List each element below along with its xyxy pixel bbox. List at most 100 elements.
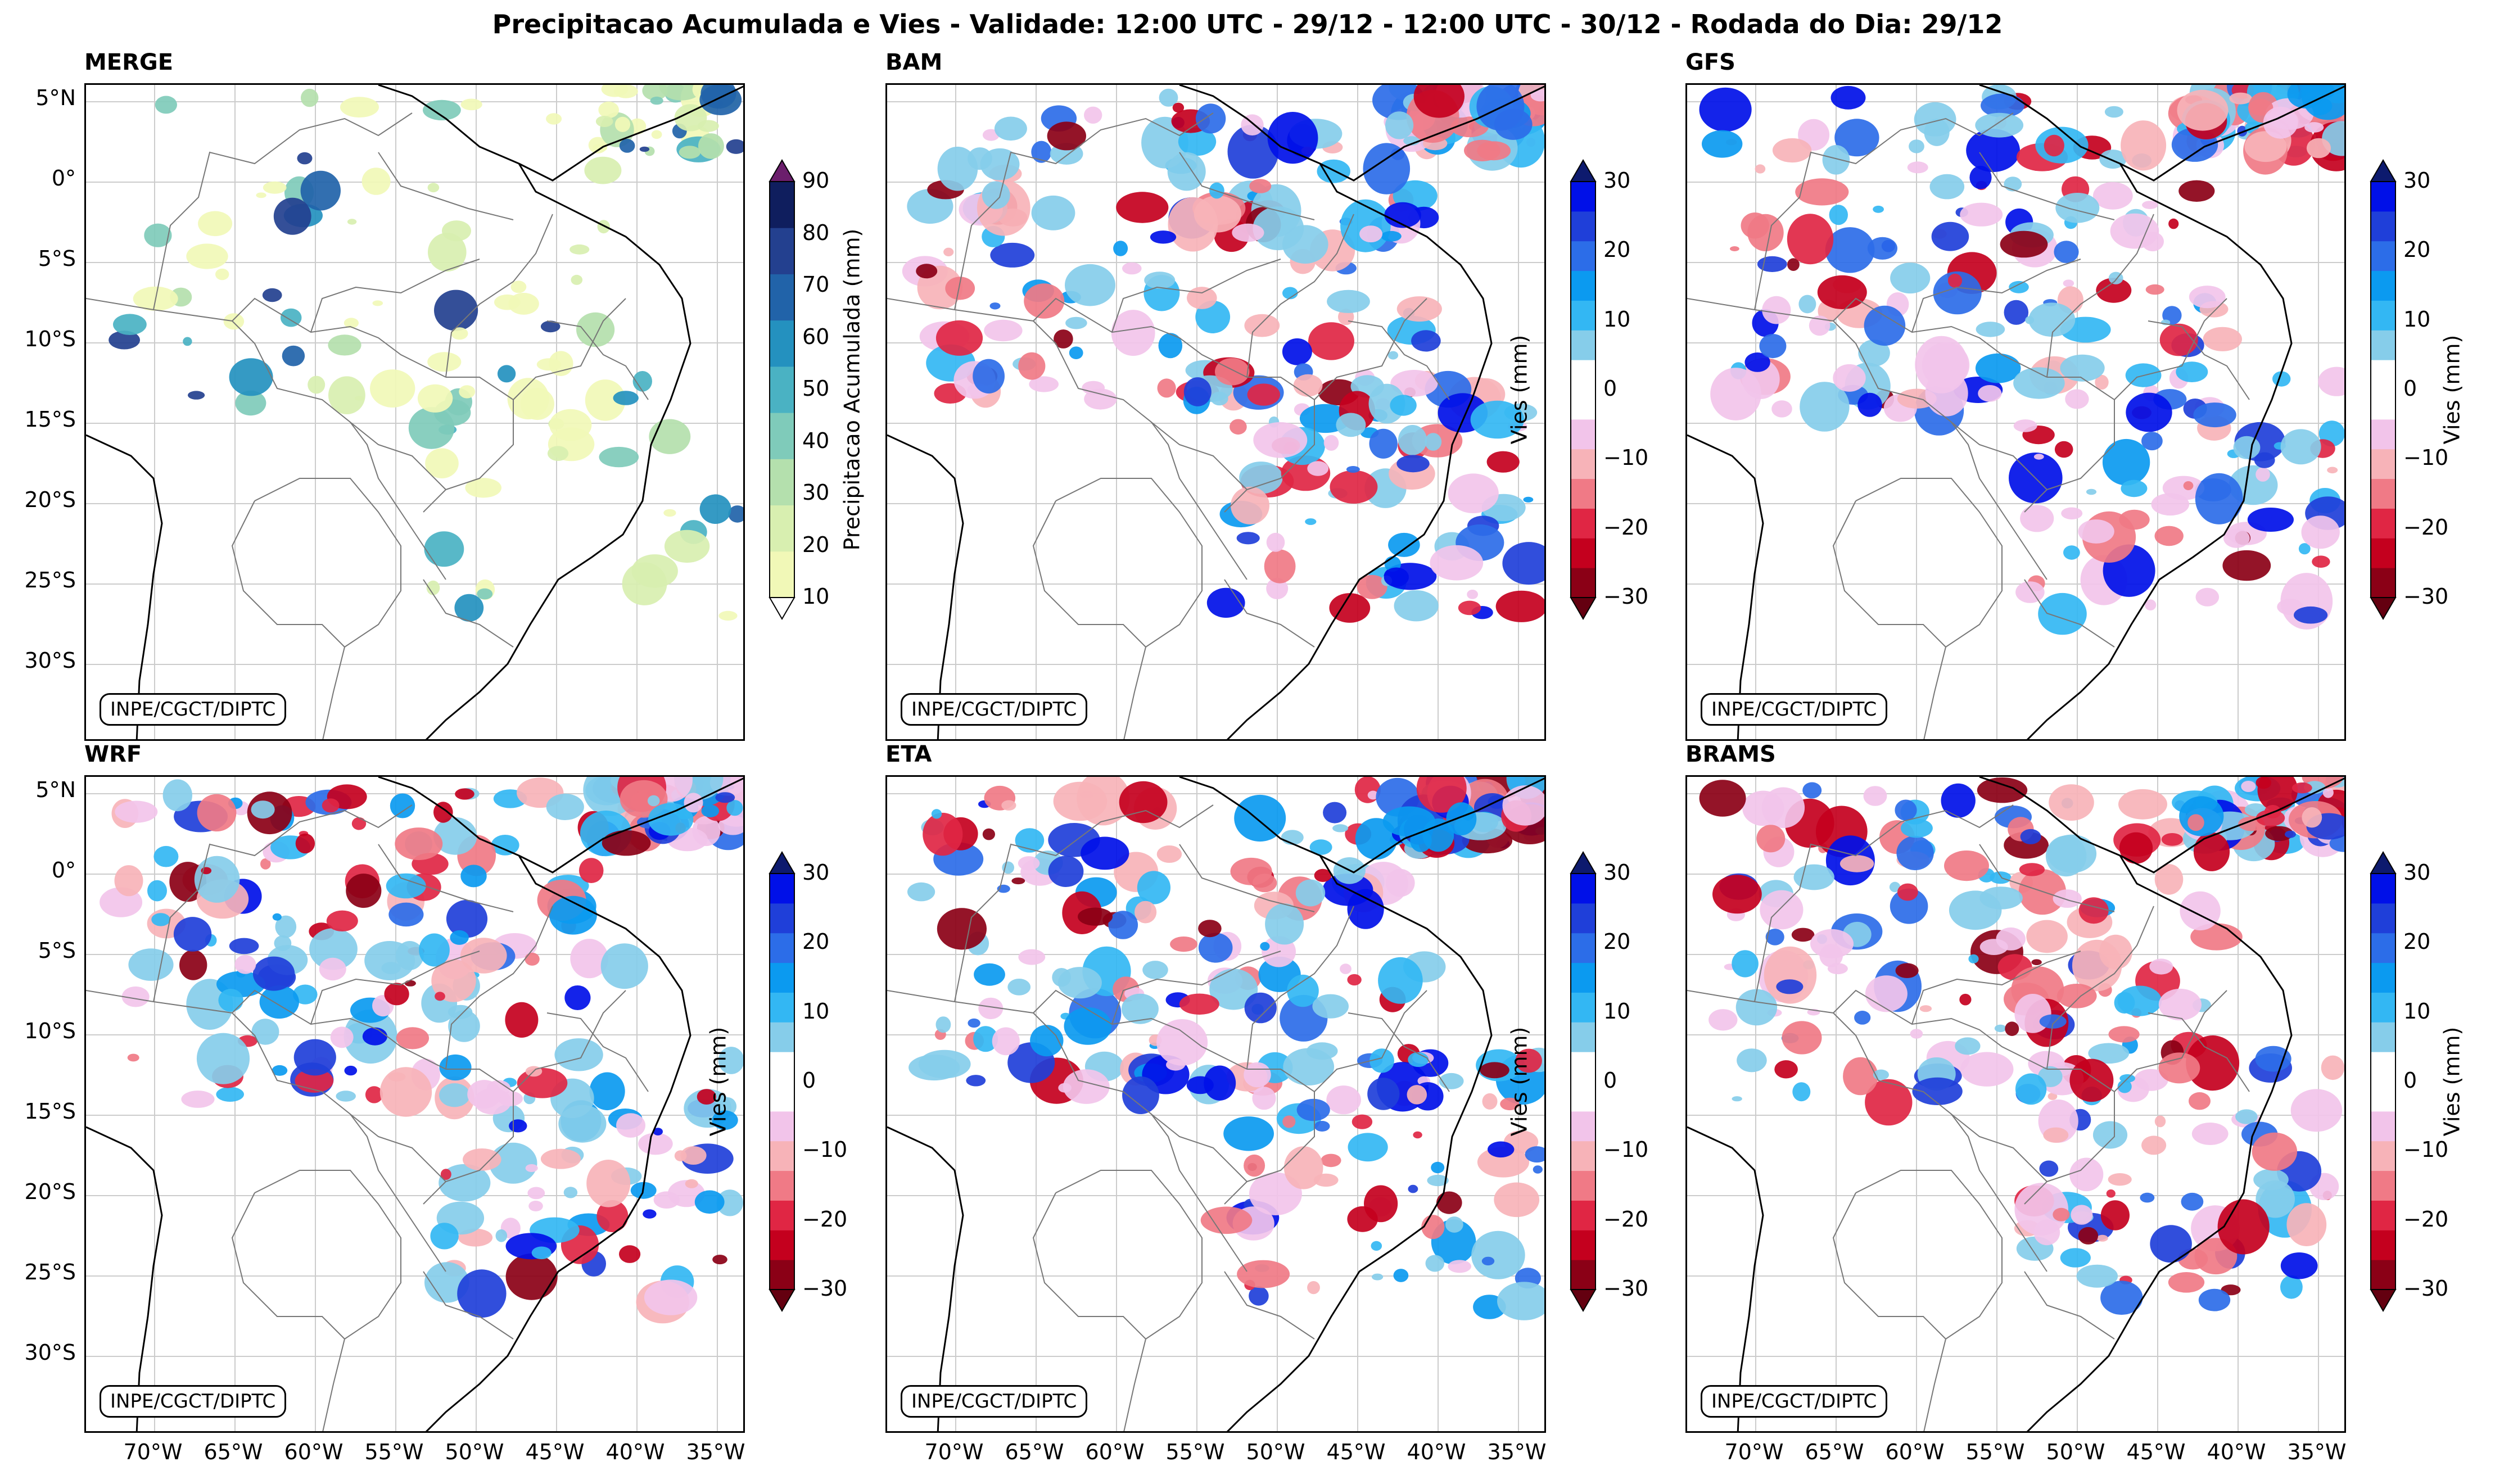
field-cell [1495, 590, 1544, 622]
field-cell [343, 318, 359, 328]
field-cell [459, 385, 476, 399]
colorbar-segment [1571, 182, 1595, 212]
field-cell [1413, 85, 1465, 118]
field-cell [1142, 961, 1168, 979]
colorbar-segment [1571, 1260, 1595, 1290]
field-cell [1771, 400, 1792, 418]
field-cell [1348, 1133, 1388, 1162]
map-panel-brams: INPE/CGCT/DIPTC [1685, 775, 2346, 1433]
field-cell [2191, 1123, 2229, 1145]
field-cell [2254, 452, 2275, 468]
field-cell [982, 181, 1010, 209]
field-cell [322, 798, 340, 813]
field-cell [2013, 367, 2065, 399]
field-cell [1787, 258, 1800, 271]
field-cell [2265, 826, 2294, 841]
field-cell [1282, 287, 1298, 300]
field-cell [272, 913, 282, 921]
field-cell [2039, 1014, 2067, 1029]
field-cell [1352, 1114, 1373, 1129]
field-cell [716, 1189, 743, 1216]
field-cell [694, 1190, 725, 1214]
field-cell [1326, 1085, 1361, 1115]
field-cell [647, 795, 660, 807]
field-cell [2142, 201, 2158, 209]
field-cell [1369, 428, 1398, 459]
field-cell [2257, 777, 2298, 812]
field-cell [1237, 1260, 1290, 1288]
field-cell [425, 448, 459, 478]
field-cell [272, 1065, 288, 1076]
field-cell [2061, 507, 2083, 520]
field-cell [1810, 929, 1854, 958]
field-cell [384, 983, 409, 1006]
colorbar-segment [1571, 508, 1595, 539]
state-borders [86, 804, 649, 1431]
field-cell [1253, 422, 1308, 458]
field-cell [1533, 1165, 1543, 1174]
field-cell [1523, 496, 1534, 503]
field-cell [144, 223, 172, 247]
field-cell [1314, 868, 1332, 882]
field-cell [1854, 1011, 1871, 1025]
field-cell [680, 1146, 707, 1165]
field-cell [2004, 300, 2029, 325]
field-cell [528, 1201, 543, 1211]
field-cell [1158, 333, 1183, 359]
lat-tick-label: 5°N [35, 777, 76, 802]
field-cell [547, 446, 569, 461]
field-cell [229, 358, 273, 396]
field-cell [643, 1209, 657, 1219]
field-cell [2072, 939, 2122, 992]
colorbar-segment [2371, 962, 2395, 993]
field-brams [1699, 777, 2344, 1315]
coastline [887, 85, 1544, 739]
field-cell [2141, 432, 2163, 451]
field-cell [2195, 473, 2243, 524]
field-cell [121, 986, 150, 1007]
field-cell [2195, 587, 2220, 607]
field-cell [379, 1067, 432, 1117]
field-cell [973, 1026, 998, 1052]
field-cell [1011, 877, 1025, 885]
field-cell [2318, 367, 2344, 396]
colorbar-segment [1571, 1230, 1595, 1260]
field-cell [1960, 1052, 2014, 1087]
field-cell [726, 800, 743, 816]
colorbar-tick-label: 50 [802, 376, 830, 401]
field-cell [262, 288, 282, 302]
colorbar-segment [770, 182, 794, 228]
field-cell [1895, 799, 1917, 821]
field-cell [1134, 901, 1157, 924]
field-cell [1760, 890, 1804, 930]
field-cell [2312, 555, 2330, 568]
credit-box: INPE/CGCT/DIPTC [901, 693, 1088, 726]
field-cell [1741, 212, 1769, 239]
field-cell [408, 407, 455, 449]
field-cell [1890, 888, 1928, 924]
field-cell [328, 376, 365, 414]
field-cell [549, 895, 597, 935]
colorbar-tick-label: 30 [802, 860, 830, 885]
field-cell [1795, 178, 1849, 206]
field-cell [2298, 543, 2311, 555]
field-cell [2322, 787, 2334, 798]
field-cell [1858, 339, 1890, 367]
field-cell [2060, 1248, 2091, 1268]
field-cell [396, 1027, 430, 1049]
lon-tick-label: 50°W [1246, 1440, 1305, 1464]
field-cell [937, 908, 987, 950]
field-cell [1765, 929, 1784, 945]
colorbar-segment [1571, 874, 1595, 904]
colorbar-tick-label: 20 [2403, 929, 2431, 954]
field-cell [1497, 1282, 1544, 1320]
map-panel-eta: INPE/CGCT/DIPTC [885, 775, 1546, 1433]
field-cell [945, 277, 975, 300]
field-cell [1031, 141, 1052, 163]
field-cell [697, 1089, 716, 1105]
field-cell [351, 817, 367, 830]
field-cell [937, 146, 978, 191]
colorbar-segment [770, 903, 794, 934]
field-cell [2183, 481, 2194, 490]
field-cell [1931, 221, 1969, 251]
